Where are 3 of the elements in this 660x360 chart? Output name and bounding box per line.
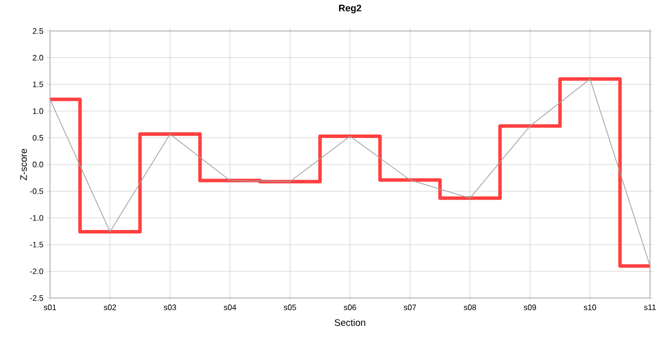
x-axis-title: Section xyxy=(334,319,366,326)
y-axis-title: Z-score xyxy=(20,148,27,180)
chart-title: Reg2 xyxy=(339,4,362,14)
